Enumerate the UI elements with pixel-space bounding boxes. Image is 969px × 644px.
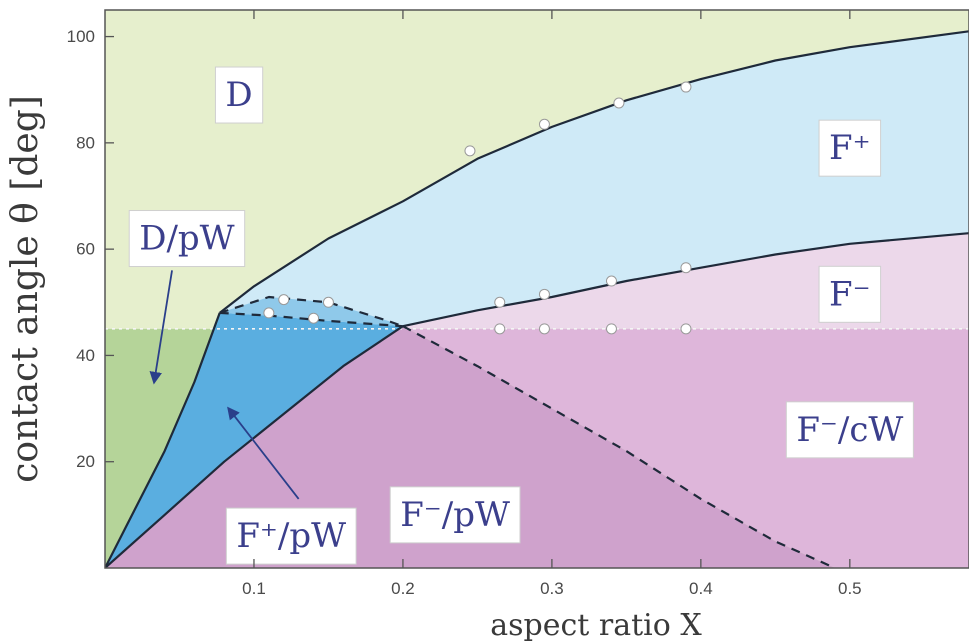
region-label-f-plus-pw: F⁺/pW	[225, 507, 357, 565]
data-marker	[680, 323, 692, 335]
phase-boundaries	[105, 30, 969, 568]
data-marker	[322, 296, 334, 308]
y-tick-label: 40	[76, 346, 95, 365]
axis-ticks: 0.1 0.2 0.3 0.4 0.5 20 40 60 80 100	[67, 10, 862, 598]
data-markers	[263, 81, 692, 335]
x-tick-label: 0.4	[689, 579, 713, 598]
region-label-d-pw: D/pW	[128, 210, 246, 268]
data-marker	[605, 323, 617, 335]
boundary-left-boundary	[105, 312, 221, 568]
region-label-box	[389, 486, 521, 544]
boundary-dashed-descending	[402, 325, 836, 568]
data-marker	[680, 81, 692, 93]
x-tick-label: 0.1	[242, 579, 266, 598]
region-label-d: D	[214, 66, 264, 124]
region-f-plus-pw-metastable	[219, 297, 403, 327]
y-axis-title: contact angle θ [deg]	[5, 95, 46, 483]
data-marker	[538, 323, 550, 335]
region-label-text: F⁻	[829, 274, 871, 314]
y-tick-label: 100	[67, 27, 95, 46]
x-tick-label: 0.5	[838, 579, 862, 598]
region-label-box	[128, 210, 246, 268]
data-marker	[494, 296, 506, 308]
region-f-plus	[164, 10, 969, 515]
region-label-text: D	[225, 75, 252, 115]
region-labels: D F⁺ D/pW F⁻ F⁻/cW F⁻/pW F⁺/pW	[128, 66, 914, 565]
region-label-box	[225, 507, 357, 565]
data-marker	[494, 323, 506, 335]
data-marker	[308, 312, 320, 324]
data-marker	[613, 97, 625, 109]
region-label-f-plus: F⁺	[818, 119, 882, 177]
data-marker	[680, 262, 692, 274]
region-f-minus-pw	[105, 326, 835, 568]
region-label-f-minus: F⁻	[818, 265, 882, 323]
data-marker	[278, 294, 290, 306]
data-marker	[538, 118, 550, 130]
annotation-arrow	[149, 270, 173, 385]
x-tick-label: 0.3	[540, 579, 564, 598]
boundary-dashed-lower	[219, 311, 403, 328]
region-label-text: D/pW	[139, 219, 234, 259]
data-marker	[263, 307, 275, 319]
annotation-arrows	[149, 270, 300, 500]
region-label-text: F⁺	[829, 128, 871, 168]
region-f-minus-cw	[402, 326, 969, 568]
region-label-f-minus-cw: F⁻/cW	[785, 401, 914, 459]
boundary-upper-boundary	[219, 30, 969, 314]
region-label-box	[818, 119, 882, 177]
annotation-arrow	[227, 406, 300, 500]
data-marker	[464, 145, 476, 157]
boundary-middle-boundary	[402, 232, 969, 328]
region-label-box	[818, 265, 882, 323]
y-tick-label: 20	[76, 452, 95, 471]
y-tick-label: 60	[76, 240, 95, 259]
region-label-text: F⁻/cW	[796, 410, 903, 450]
plot-frame	[104, 9, 969, 569]
y-tick-label: 80	[76, 133, 95, 152]
data-marker	[538, 288, 550, 300]
x-tick-label: 0.2	[391, 579, 415, 598]
region-label-text: F⁻/pW	[400, 495, 510, 535]
boundary-lower-boundary	[105, 325, 404, 568]
data-marker	[605, 275, 617, 287]
region-label-box	[785, 401, 914, 459]
region-label-box	[214, 66, 264, 124]
x-axis-title: aspect ratio X	[490, 608, 702, 643]
region-label-f-minus-pw: F⁻/pW	[389, 486, 521, 544]
boundary-dashed-upper	[219, 295, 404, 328]
region-label-text: F⁺/pW	[236, 516, 346, 556]
